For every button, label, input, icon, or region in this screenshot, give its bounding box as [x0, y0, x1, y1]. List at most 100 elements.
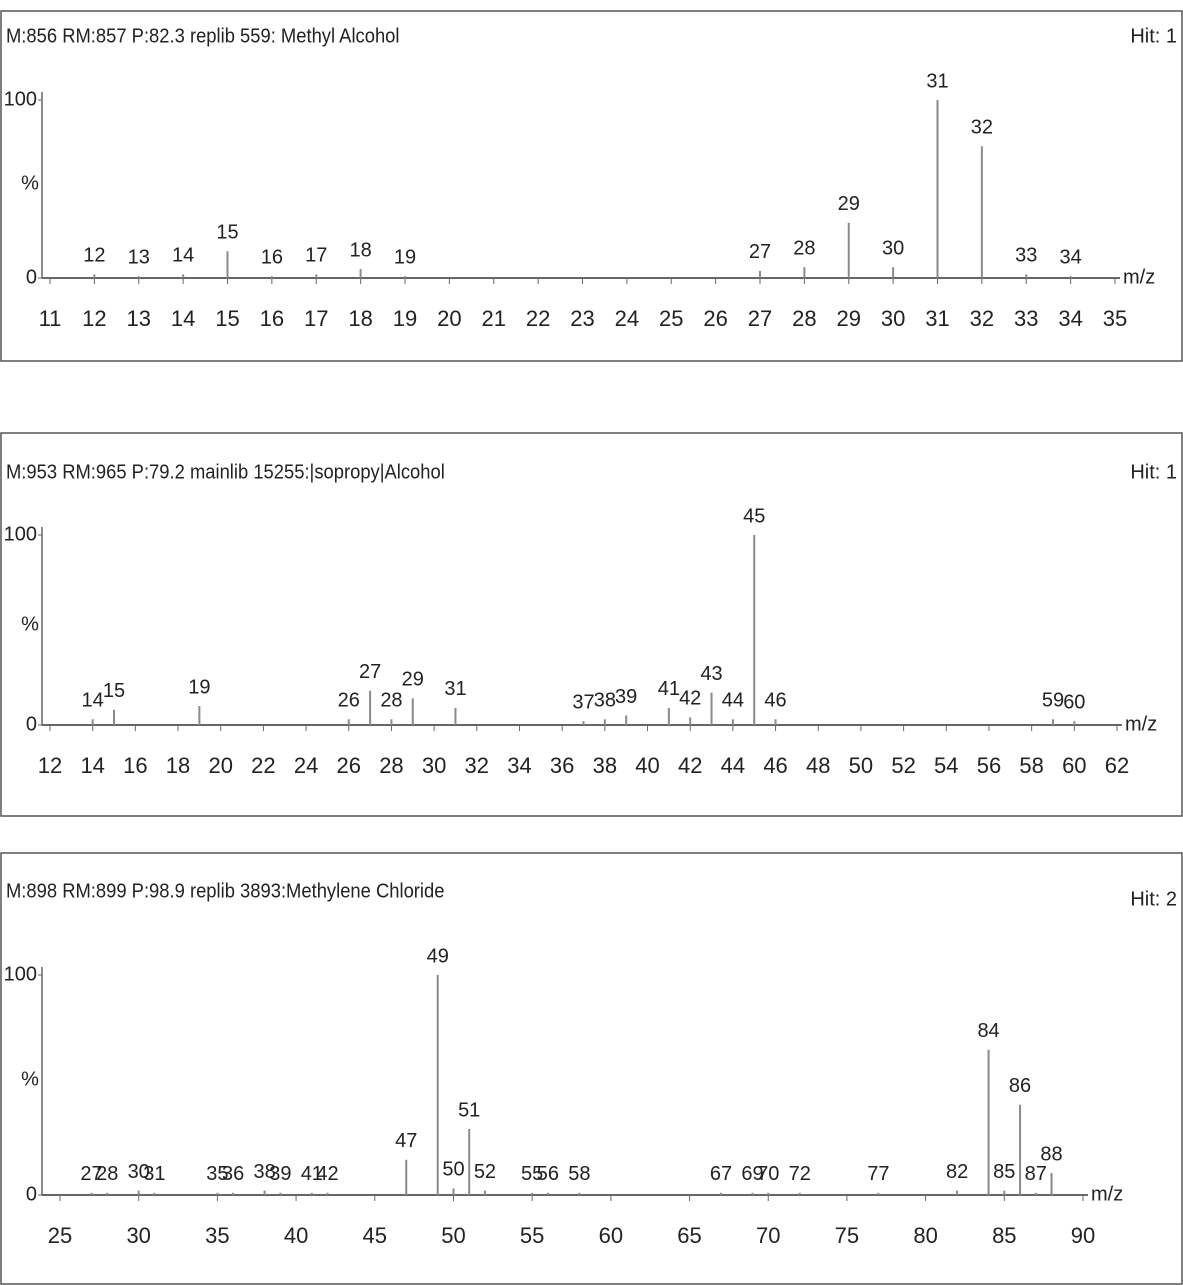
- x-tick-label: 80: [913, 1223, 937, 1248]
- x-tick-label: 17: [304, 306, 328, 331]
- x-tick-label: 22: [251, 753, 275, 778]
- peak-label: 32: [971, 117, 993, 139]
- x-tick-label: 90: [1071, 1223, 1095, 1248]
- x-tick-label: 24: [294, 753, 318, 778]
- peak-label: 35: [206, 1163, 228, 1185]
- peak-label: 14: [82, 690, 104, 712]
- peak-label: 13: [128, 247, 150, 269]
- x-tick-label: 56: [977, 753, 1001, 778]
- peak-label: 28: [96, 1163, 118, 1185]
- peak-label: 44: [722, 690, 744, 712]
- peak: [390, 719, 393, 725]
- peak: [90, 1192, 93, 1195]
- peak-label: 19: [188, 676, 210, 698]
- peak: [198, 706, 201, 725]
- peak: [404, 276, 406, 278]
- peak-label: 30: [128, 1161, 150, 1183]
- peak-label: 85: [993, 1161, 1015, 1183]
- x-tick-label: 58: [1019, 753, 1043, 778]
- y-tick-label: 0: [26, 266, 37, 288]
- peak: [182, 274, 185, 278]
- peak: [326, 1192, 329, 1195]
- peak-label: 42: [679, 688, 701, 710]
- peak: [310, 1192, 313, 1195]
- x-tick-label: 34: [507, 753, 531, 778]
- peak-label: 82: [946, 1161, 968, 1183]
- y-tick-label: 100: [4, 88, 37, 110]
- peak-label: 26: [338, 690, 360, 712]
- peak-label: 31: [926, 70, 948, 92]
- peak-label: 88: [1040, 1143, 1062, 1165]
- peak-label: 51: [458, 1099, 480, 1121]
- peak-label: 49: [427, 945, 449, 967]
- peak-label: 17: [305, 245, 327, 267]
- peak: [454, 707, 457, 725]
- peak: [263, 1190, 266, 1195]
- panel-frame: [0, 852, 1183, 1285]
- peak: [405, 1159, 408, 1195]
- peak: [153, 1192, 156, 1195]
- peak-label: 39: [269, 1163, 291, 1185]
- peak-label: 27: [359, 661, 381, 683]
- peak: [892, 267, 895, 278]
- peak: [798, 1192, 801, 1195]
- peak: [1034, 1192, 1037, 1195]
- x-tick-label: 16: [123, 753, 147, 778]
- x-tick-label: 40: [284, 1223, 308, 1248]
- peak-label: 29: [838, 193, 860, 215]
- x-tick-label: 60: [1062, 753, 1086, 778]
- peak: [877, 1192, 880, 1195]
- y-tick-label: 0: [26, 713, 37, 735]
- x-tick-label: 65: [677, 1223, 701, 1248]
- x-tick-label: 32: [465, 753, 489, 778]
- x-tick-label: 42: [678, 753, 702, 778]
- x-tick-label: 21: [482, 306, 506, 331]
- peak-label: 27: [749, 241, 771, 263]
- peak: [369, 690, 372, 725]
- peak: [137, 1190, 140, 1195]
- peak-label: 69: [741, 1163, 763, 1185]
- x-tick-label: 30: [126, 1223, 150, 1248]
- peak: [720, 1192, 723, 1195]
- peak: [137, 276, 140, 278]
- x-tick-label: 25: [659, 306, 683, 331]
- peak: [531, 1192, 534, 1195]
- x-tick-label: 30: [422, 753, 446, 778]
- peak: [483, 1190, 486, 1195]
- peak-label: 47: [395, 1130, 417, 1152]
- y-axis-label: %: [21, 172, 39, 194]
- peak: [759, 270, 761, 278]
- y-tick-label: 100: [4, 523, 37, 545]
- peak-label: 31: [143, 1163, 165, 1185]
- peak-label: 38: [594, 690, 616, 712]
- x-tick-label: 11: [39, 306, 62, 331]
- x-tick-label: 44: [721, 753, 745, 778]
- peak: [582, 721, 585, 725]
- spectrum-title: M:953 RM:965 P:79.2 mainlib 15255:|sopro…: [6, 462, 445, 484]
- x-tick-label: 22: [526, 306, 550, 331]
- peak-label: 30: [882, 238, 904, 260]
- peak-label: 39: [615, 686, 637, 708]
- x-tick-label: 27: [748, 306, 772, 331]
- x-axis-label: m/z: [1123, 266, 1155, 288]
- x-tick-label: 14: [80, 753, 104, 778]
- spectrum-panel: M:953 RM:965 P:79.2 mainlib 15255:|sopro…: [0, 432, 1183, 817]
- peak-label: 29: [402, 669, 424, 691]
- peak: [667, 707, 670, 725]
- peak-label: 16: [261, 247, 283, 269]
- x-tick-label: 35: [205, 1223, 229, 1248]
- y-tick-label: 100: [4, 963, 37, 985]
- x-tick-label: 18: [348, 306, 372, 331]
- x-tick-label: 24: [615, 306, 639, 331]
- peak-label: 15: [103, 680, 125, 702]
- x-tick-label: 50: [849, 753, 873, 778]
- peak: [232, 1192, 235, 1195]
- x-tick-label: 12: [38, 753, 62, 778]
- x-tick-label: 23: [570, 306, 594, 331]
- peak: [625, 715, 628, 725]
- peak: [767, 1192, 770, 1195]
- peak-label: 36: [222, 1163, 244, 1185]
- panel-frame: [0, 432, 1183, 817]
- peak-label: 41: [658, 678, 680, 700]
